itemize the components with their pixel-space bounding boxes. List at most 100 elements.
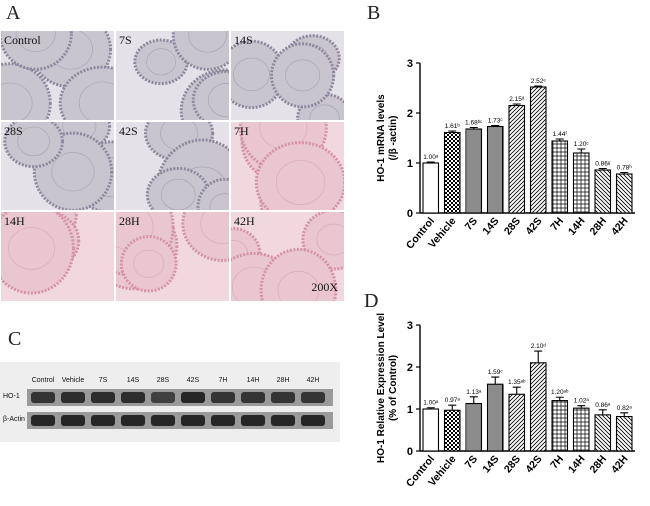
error-bar — [469, 396, 478, 404]
western-blot: Control Vehicle 7S 14S 28S 42S 7H 14H 28H 42H HO-1… — [0, 362, 340, 442]
bar-annotation: 1.02ᵃ — [574, 398, 590, 405]
error-bar — [491, 376, 500, 385]
histology-tile: Control — [0, 30, 115, 121]
x-tick-label: 14H — [566, 215, 588, 237]
blot-band — [301, 414, 325, 427]
blot-band — [121, 391, 145, 404]
bar — [529, 362, 547, 452]
bar-annotation: 0.86ᵃ — [595, 402, 611, 409]
error-bar — [620, 412, 629, 417]
x-tick-label: 42S — [523, 453, 544, 475]
bar — [422, 162, 440, 214]
bar-annotation: 0.78ʰ — [617, 165, 633, 172]
bar — [443, 409, 461, 452]
histology-tile: 14H — [0, 211, 115, 302]
histology-tile: 28S — [0, 121, 115, 211]
blot-lane-label: 42S — [186, 377, 200, 384]
tile-label: 14S — [234, 33, 253, 47]
histology-grid: Control 7S 14S 28S 42S 7H 14H 28H 42H 20… — [0, 30, 345, 302]
bar-annotation: 1.44ᶠ — [553, 131, 568, 138]
bar — [508, 104, 526, 214]
error-bar — [620, 171, 629, 174]
panel-letter-a: A — [6, 2, 21, 24]
bar — [594, 169, 612, 214]
error-bar — [491, 124, 500, 127]
blot-lane-label: Vehicle — [61, 377, 85, 384]
bar — [572, 407, 590, 452]
error-bar — [598, 409, 607, 415]
bar — [486, 125, 504, 214]
histology-tile: 42S — [115, 121, 230, 211]
tile-label: Control — [4, 33, 41, 47]
tile-label: 7S — [119, 33, 132, 47]
panel-letter-c: C — [8, 328, 22, 350]
bar-annotation: 1.13ᵃ — [466, 389, 482, 396]
x-tick-label: 14S — [480, 215, 501, 237]
y-axis-label: HO-1 mRNA levels(/β -actin) — [376, 94, 399, 182]
tile-label: 28H — [119, 214, 140, 228]
error-bar — [512, 386, 521, 395]
error-bar — [448, 130, 457, 133]
bar-annotation: 1.35ᵃᵇ — [508, 379, 526, 386]
x-tick-label: 28H — [587, 453, 609, 475]
blot-band — [301, 392, 325, 403]
error-bar — [577, 148, 586, 153]
blot-band — [31, 392, 55, 403]
error-bar — [534, 85, 543, 87]
bar-annotation: 1.20ᶜ — [574, 141, 590, 148]
bar — [443, 131, 461, 214]
x-tick-label: 28S — [502, 215, 523, 237]
error-bar — [598, 167, 607, 170]
blot-band — [91, 414, 115, 427]
x-tick-label: 28H — [587, 215, 609, 237]
bar — [465, 128, 483, 214]
tile-label: 7H — [234, 124, 249, 138]
bar-annotation: 0.82ᵃ — [617, 405, 633, 412]
blot-band — [151, 414, 175, 427]
tile-label: 42S — [119, 124, 138, 138]
bar — [615, 173, 633, 214]
y-tick-label: 0 — [407, 208, 413, 220]
blot-band — [241, 392, 265, 403]
bar-annotation: 1.59ᶜ — [488, 369, 504, 376]
bar — [422, 408, 440, 452]
blot-strip — [27, 389, 333, 406]
histology-tile: 7H — [230, 121, 345, 211]
error-bar — [555, 396, 564, 401]
protein-bar-chart: 0 1 2 3 HO-1 Relative Expression Level(% of … — [376, 313, 635, 490]
blot-row-label: β-Actin — [3, 416, 25, 423]
bar-annotation: 1.68ᵇᶜ — [465, 120, 483, 127]
error-bar — [469, 126, 478, 129]
blot-lane-label: 7S — [98, 377, 108, 384]
bar — [465, 402, 483, 452]
blot-band — [31, 414, 55, 427]
x-tick-label: 42H — [609, 453, 631, 475]
y-tick-label: 1 — [407, 158, 413, 170]
blot-lane-label: 28H — [276, 377, 290, 384]
histology-tile: 42H 200X — [230, 211, 345, 302]
bar-annotation: 0.97ᵃ — [445, 397, 461, 404]
blot-band — [271, 414, 295, 427]
bar-annotation: 2.10ᵈ — [531, 343, 547, 350]
bar — [572, 152, 590, 214]
y-axis-label: HO-1 Relative Expression Level(% of Cont… — [376, 313, 399, 463]
blot-band — [211, 392, 235, 403]
error-bar — [577, 405, 586, 409]
blot-band — [151, 392, 175, 403]
histology-tile: 28H — [115, 211, 230, 302]
y-tick-label: 3 — [407, 320, 413, 332]
blot-strip — [27, 412, 333, 429]
panel-letter-d: D — [364, 290, 379, 312]
tile-label: 42H — [234, 214, 255, 228]
bar-annotation: 1.20ᵃᵇ — [551, 389, 569, 396]
error-bar — [426, 407, 435, 409]
histology-tile: 7S — [115, 30, 230, 121]
x-tick-label: 7H — [548, 453, 566, 471]
blot-lane-label: 14H — [246, 377, 260, 384]
blot-band — [181, 414, 205, 427]
x-tick-label: 14S — [480, 453, 501, 475]
panel-letter-b: B — [367, 2, 381, 24]
y-tick-label: 1 — [407, 404, 413, 416]
blot-band — [61, 391, 85, 404]
